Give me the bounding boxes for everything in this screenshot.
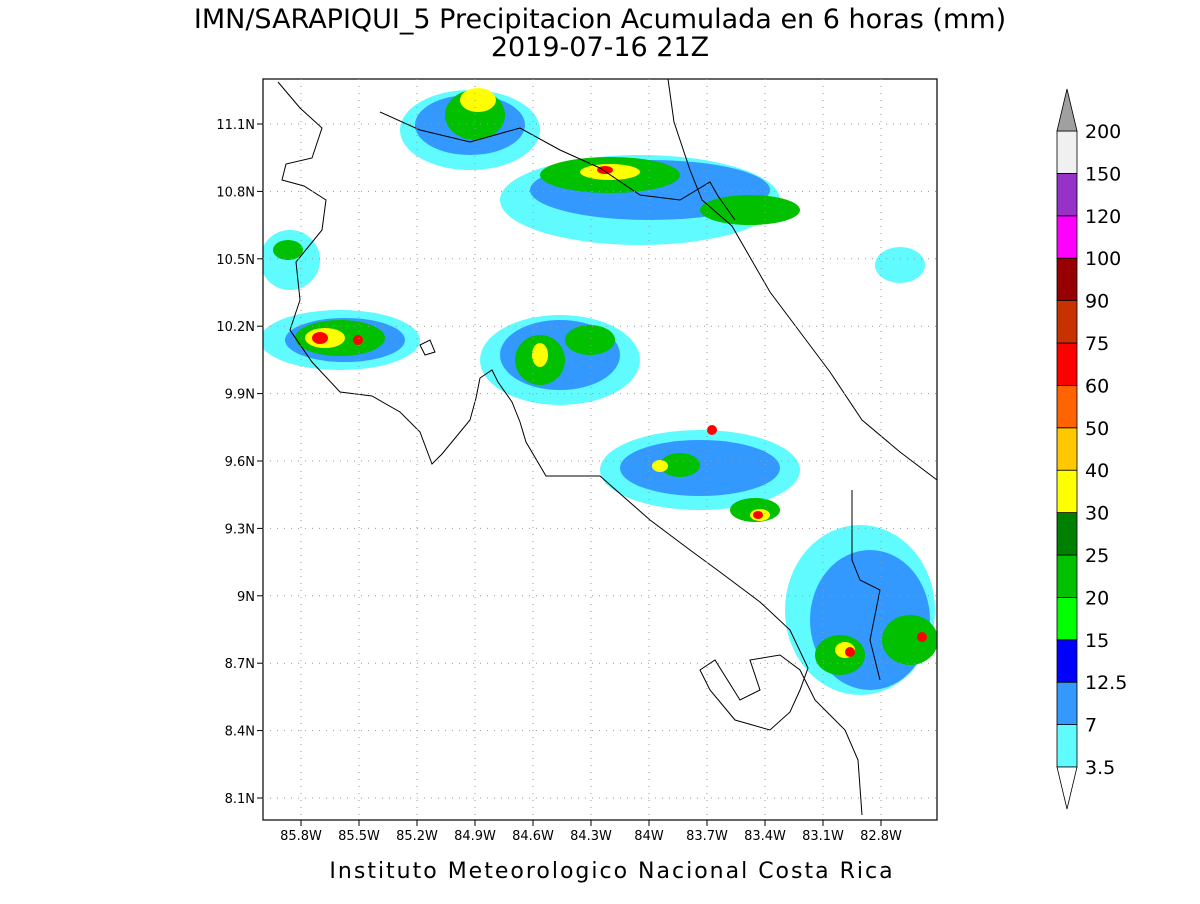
colorbar-label: 200: [1085, 121, 1121, 143]
lon-label: 82.8W: [860, 829, 902, 844]
lon-label: 84W: [634, 829, 664, 844]
colorbar-label: 20: [1085, 587, 1109, 609]
colorbar-label: 50: [1085, 418, 1109, 440]
map-frame: [262, 78, 938, 821]
colorbar-label: 150: [1085, 163, 1121, 185]
colorbar-label: 30: [1085, 503, 1109, 525]
colorbar-segment: [1056, 681, 1078, 726]
lon-label: 85.5W: [338, 829, 380, 844]
colorbar-segment: [1056, 384, 1078, 429]
lat-label: 10.5N: [216, 253, 255, 268]
colorbar-segment: [1056, 427, 1078, 471]
lat-label: 11.1N: [216, 118, 255, 133]
colorbar-label: 120: [1085, 206, 1121, 228]
colorbar-segment: [1056, 172, 1078, 217]
lon-label: 83.1W: [802, 829, 844, 844]
lat-label: 9N: [237, 590, 255, 605]
lat-label: 8.1N: [225, 792, 255, 807]
colorbar-label: 15: [1085, 630, 1109, 652]
lon-label: 85.8W: [280, 829, 322, 844]
colorbar-segment: [1056, 215, 1078, 259]
lat-label: 9.9N: [225, 388, 255, 403]
lat-label: 9.6N: [225, 455, 255, 470]
colorbar-segment: [1056, 639, 1078, 683]
lat-label: 8.7N: [225, 657, 255, 672]
lon-label: 84.9W: [454, 829, 496, 844]
colorbar-segment: [1056, 257, 1078, 302]
colorbar-label: 40: [1085, 460, 1109, 482]
colorbar-label: 60: [1085, 375, 1109, 397]
lat-label: 8.4N: [225, 725, 255, 740]
colorbar-label: 90: [1085, 291, 1109, 313]
lat-label: 10.8N: [216, 185, 255, 200]
colorbar-segment: [1056, 342, 1078, 386]
colorbar-label: 25: [1085, 545, 1109, 567]
subtitle: 2019-07-16 21Z: [491, 32, 709, 63]
lat-label: 10.2N: [216, 320, 255, 335]
colorbar-segment: [1056, 300, 1078, 344]
colorbar-segment: [1056, 130, 1078, 174]
precipitation-field: [263, 79, 937, 816]
colorbar-label: 7: [1085, 715, 1097, 737]
lon-label: 84.6W: [512, 829, 554, 844]
lon-label: 83.4W: [744, 829, 786, 844]
colorbar-max-triangle: [1056, 88, 1078, 132]
colorbar-label: 3.5: [1085, 757, 1115, 779]
colorbar-segment: [1056, 512, 1078, 556]
colorbar-min-triangle: [1056, 766, 1078, 810]
colorbar-segment: [1056, 724, 1078, 768]
title: IMN/SARAPIQUI_5 Precipitacion Acumulada …: [194, 4, 1006, 35]
colorbar-segment: [1056, 469, 1078, 514]
lon-label: 84.3W: [570, 829, 612, 844]
colorbar-segment: [1056, 597, 1078, 641]
colorbar-label: 100: [1085, 248, 1121, 270]
map: [262, 78, 938, 821]
lat-label: 9.3N: [225, 522, 255, 537]
lon-label: 85.2W: [396, 829, 438, 844]
colorbar-label: 12.5: [1085, 672, 1127, 694]
colorbar-label: 75: [1085, 333, 1109, 355]
footer: Instituto Meteorologico Nacional Costa R…: [329, 859, 894, 884]
colorbar-segment: [1056, 554, 1078, 598]
lon-label: 83.7W: [686, 829, 728, 844]
